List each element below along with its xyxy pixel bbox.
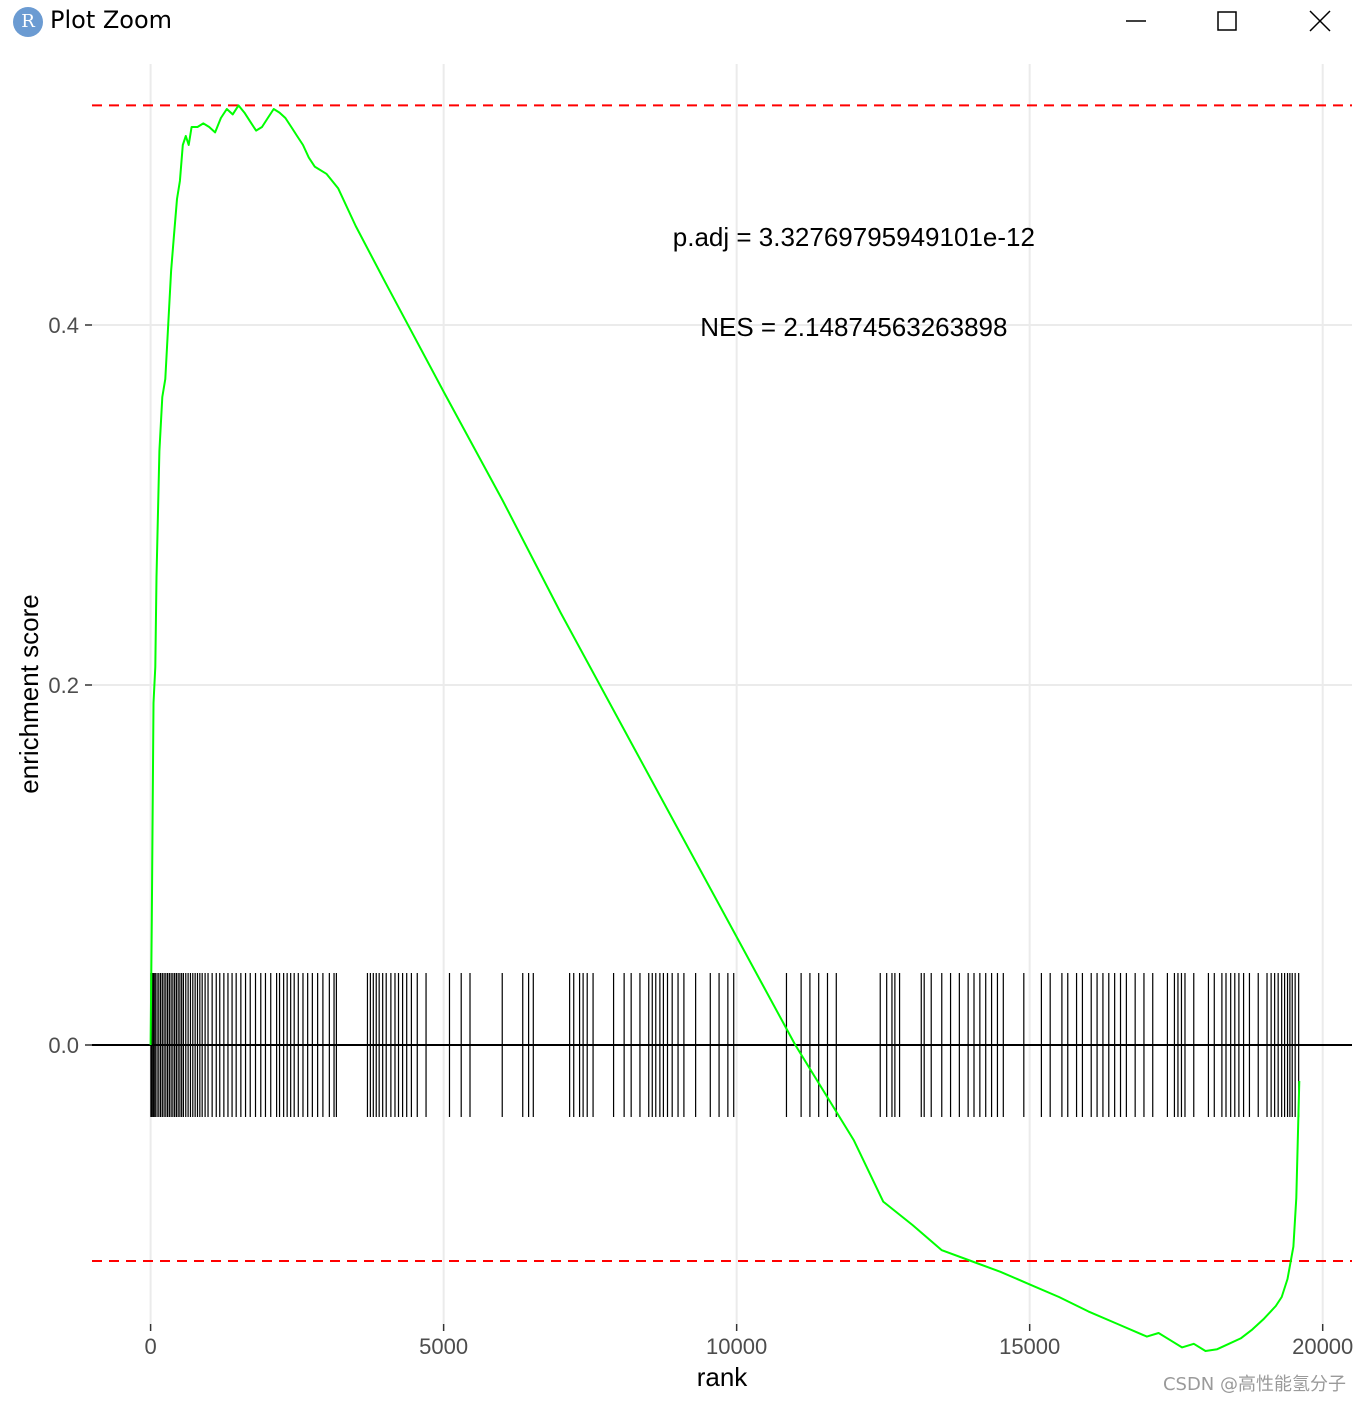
nes-annotation: NES = 2.14874563263898 xyxy=(700,312,1007,342)
y-axis-label: enrichment score xyxy=(14,594,44,793)
x-tick-label: 0 xyxy=(144,1334,156,1359)
maximize-button[interactable] xyxy=(1197,0,1257,44)
y-tick-label: 0.4 xyxy=(48,313,79,338)
running-es-line xyxy=(149,104,1301,1352)
x-tick-label: 5000 xyxy=(419,1334,468,1359)
minimize-icon xyxy=(1126,20,1146,22)
close-button[interactable] xyxy=(1290,0,1350,44)
x-axis-label: rank xyxy=(697,1362,749,1392)
enrichment-curve xyxy=(149,104,1301,1352)
x-tick-label: 15000 xyxy=(999,1334,1060,1359)
watermark: CSDN @高性能氢分子 xyxy=(1162,1374,1346,1395)
window-title: Plot Zoom xyxy=(50,6,173,34)
minimize-button[interactable] xyxy=(1106,0,1166,44)
p-adj-annotation: p.adj = 3.32769795949101e-12 xyxy=(673,222,1035,252)
enrichment-plot: 0 5000 10000 15000 20000 0.0 0.2 0.4 p.adj = 3.… xyxy=(14,64,1353,1392)
title-bar: R Plot Zoom xyxy=(0,0,1360,44)
axes: 0 5000 10000 15000 20000 0.0 0.2 0.4 xyxy=(48,313,1353,1359)
maximize-icon xyxy=(1217,11,1237,31)
x-tick-label: 10000 xyxy=(706,1334,767,1359)
y-tick-label: 0.2 xyxy=(48,673,79,698)
r-app-icon: R xyxy=(13,7,43,37)
grid-lines xyxy=(92,64,1352,1324)
reference-lines xyxy=(92,104,1352,1262)
y-tick-label: 0.0 xyxy=(48,1033,79,1058)
close-icon xyxy=(1309,10,1331,32)
x-tick-label: 20000 xyxy=(1292,1334,1353,1359)
